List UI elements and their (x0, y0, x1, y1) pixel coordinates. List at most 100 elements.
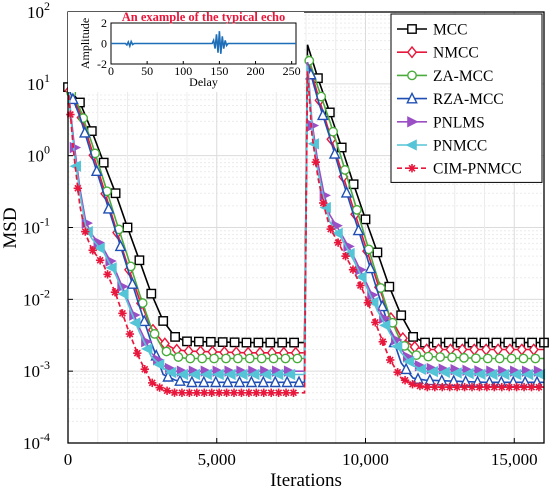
star-stroke (371, 318, 379, 326)
series-marker (400, 376, 410, 385)
y-tick-label: 102 (27, 0, 50, 22)
series-marker (236, 368, 248, 381)
star-stroke (141, 365, 149, 373)
series-marker (197, 375, 210, 388)
series-marker (188, 368, 200, 381)
star-stroke (342, 252, 350, 260)
series-marker (200, 368, 212, 381)
inset-y-tick-label: -2 (97, 57, 107, 71)
series-marker (311, 157, 321, 167)
legend-label: CIM-PNMCC (433, 161, 522, 178)
star-stroke (490, 383, 498, 391)
series-marker (90, 164, 103, 177)
y-tick-label: 10-1 (23, 215, 50, 238)
series-marker (221, 375, 234, 388)
star-stroke (535, 383, 543, 391)
legend: MCC NMCC ZA-MCC RZA-MCC PNLMS PNMCC CIM-PNMCC (390, 13, 543, 183)
legend-item-pnmcc: PNMCC (397, 138, 487, 155)
series-marker (244, 353, 255, 364)
series-marker (283, 368, 296, 381)
series-marker (462, 367, 474, 380)
star-stroke (81, 228, 89, 236)
star-stroke (520, 383, 528, 391)
series-marker (67, 92, 79, 105)
y-tick-label: 100 (27, 143, 50, 166)
legend-label: ZA-MCC (433, 68, 493, 85)
star-stroke (475, 383, 483, 391)
star-stroke (111, 288, 119, 296)
star-stroke (349, 266, 357, 274)
series-line-cim-pnmcc (67, 71, 544, 394)
star-stroke (215, 389, 223, 397)
inset-title: An example of the typical echo (122, 10, 286, 24)
series-marker (396, 310, 407, 321)
series-marker (430, 382, 440, 392)
star-stroke (408, 164, 416, 172)
star-stroke (237, 389, 245, 397)
series-marker (237, 388, 246, 397)
star-stroke (468, 383, 476, 391)
series-marker (304, 55, 315, 66)
star-stroke (312, 158, 320, 166)
inset-y-tick-label: 2 (101, 16, 107, 30)
series-marker (497, 382, 506, 392)
series-marker (222, 388, 231, 397)
series-marker (103, 270, 112, 279)
series-marker (118, 309, 127, 318)
star-stroke (446, 383, 454, 391)
star-stroke (275, 389, 283, 397)
series-marker (355, 271, 367, 283)
star-stroke (334, 239, 342, 247)
star-stroke (327, 225, 335, 233)
series-marker (340, 165, 350, 175)
series-marker (93, 242, 105, 254)
y-tick-label: 10-4 (23, 430, 50, 453)
series-marker (232, 353, 243, 364)
star-stroke (461, 383, 469, 391)
legend-item-cim-pnmcc: CIM-PNMCC (397, 161, 522, 178)
series-marker (152, 358, 165, 371)
x-tick-label: 5,000 (198, 450, 236, 469)
series-marker (217, 337, 228, 347)
series-marker (486, 368, 498, 381)
series-marker (177, 388, 187, 397)
series-marker (125, 329, 135, 339)
series-marker (105, 262, 117, 274)
legend-label: RZA-MCC (433, 91, 504, 108)
series-marker (114, 239, 127, 252)
series-marker (356, 281, 365, 290)
series-marker (269, 375, 282, 388)
legend-swatch-marker (406, 45, 418, 59)
series-marker (324, 107, 335, 118)
star-stroke (319, 199, 327, 207)
series-marker (411, 350, 422, 361)
x-axis-label: Iterations (270, 470, 342, 491)
series-marker (351, 204, 362, 215)
star-stroke (208, 389, 216, 397)
series-marker (207, 388, 216, 397)
star-stroke (126, 330, 134, 338)
inset-x-tick-label: 100 (174, 64, 192, 78)
series-marker (372, 247, 383, 258)
series-marker (385, 355, 395, 365)
series-marker (259, 388, 268, 397)
legend-label: PNLMS (433, 114, 485, 131)
series-marker (200, 388, 209, 397)
inset-echo-line (111, 31, 296, 54)
series-marker (110, 188, 121, 199)
series-marker (277, 337, 288, 348)
series-marker (292, 353, 303, 364)
star-stroke (408, 380, 417, 388)
series-marker (393, 368, 402, 377)
series-marker (534, 382, 544, 392)
series-marker (293, 375, 305, 388)
series-marker (390, 340, 403, 353)
series-marker (482, 353, 493, 364)
series-marker (129, 317, 141, 329)
series-marker (367, 296, 379, 309)
star-stroke (200, 389, 208, 397)
series-marker (498, 368, 510, 381)
series-marker (447, 352, 457, 363)
star-stroke (170, 389, 179, 397)
star-stroke (483, 383, 491, 391)
